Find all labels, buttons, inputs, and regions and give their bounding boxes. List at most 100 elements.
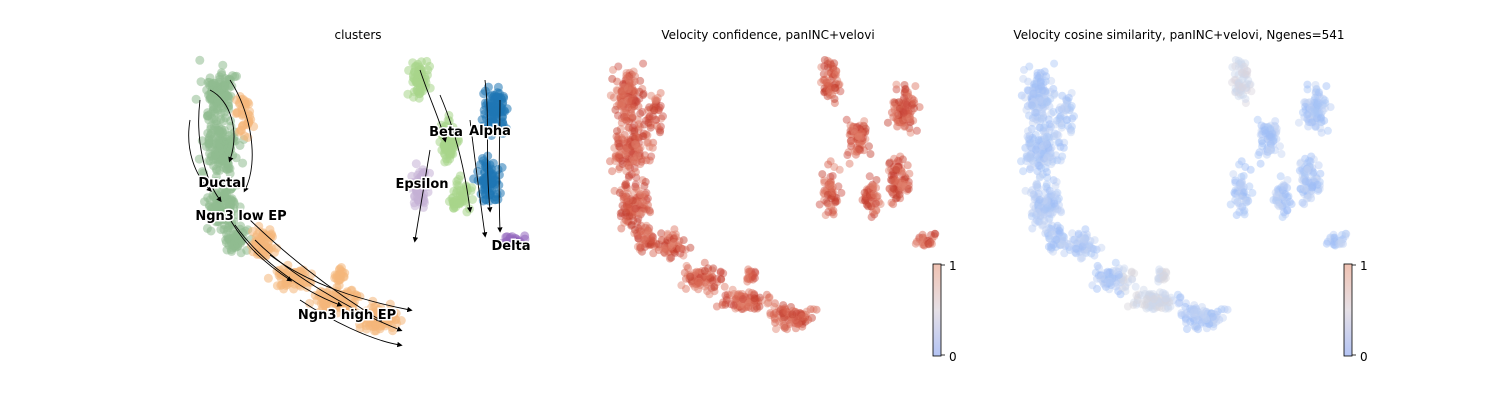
cell-point [700,266,709,275]
cell-point [1064,93,1073,102]
cell-point [1055,106,1063,115]
cell-point [903,186,912,195]
cell-point [694,274,703,282]
cell-point [1081,247,1090,256]
cell-point [644,106,652,115]
cell-point [885,185,894,194]
cell-point [1036,211,1045,220]
cell-point [1034,203,1043,212]
cell-point [265,225,275,235]
cell-point [786,318,795,327]
cell-point [781,322,790,331]
cell-point [1042,140,1051,148]
cell-point [215,201,225,211]
cell-point [699,273,708,281]
cell-point [1037,137,1046,146]
cell-point [652,96,661,105]
cell-point [615,154,624,163]
cell-point [623,161,632,170]
cell-point [734,289,743,298]
cell-point [206,226,216,236]
cell-point [1083,244,1092,253]
cell-point [638,132,647,141]
cell-point [867,192,876,201]
cell-point [1060,249,1069,258]
cell-point [635,191,644,200]
cell-point [1036,82,1045,90]
cell-point [859,121,868,130]
cell-point [1055,118,1064,127]
cell-point [1055,226,1064,235]
cell-point [744,299,753,308]
cell-point [623,100,632,109]
cell-point [1042,96,1051,105]
cell-point [927,231,935,239]
cell-point [728,285,737,294]
cell-point [1047,210,1056,219]
cell-point [1032,141,1041,150]
cell-point [751,295,760,304]
cell-point [1034,144,1042,153]
cell-point [1098,277,1107,286]
cell-point [823,78,832,87]
cell-point [1081,234,1089,243]
cell-point [690,282,699,291]
cell-point [631,180,640,189]
cell-point [1105,268,1114,277]
cell-point [1035,91,1044,100]
velocity-cosine-colorbar: 1 0 [1343,259,1368,364]
cell-point [819,188,828,197]
cell-point [897,103,906,112]
cell-point [1041,121,1050,130]
cell-point [708,273,717,282]
cell-point [672,244,681,253]
cell-point [641,223,650,232]
cell-point [903,185,912,193]
cell-point [692,267,701,276]
cell-point [639,197,647,206]
cell-point [622,92,631,101]
cell-point [227,239,237,249]
cell-point [688,279,697,287]
cell-point [622,138,631,147]
cell-point [1042,150,1050,159]
cell-point [849,122,857,131]
cell-point [795,309,804,317]
cell-point [1037,208,1046,217]
cell-point [1038,221,1047,230]
cell-point [700,272,709,281]
cell-point [861,193,870,202]
cell-point [1053,196,1062,205]
cell-point [624,82,633,91]
cell-point [650,106,659,115]
cell-point [623,85,632,93]
cell-point [670,247,679,256]
cell-point [1035,89,1043,98]
cell-point [654,240,663,249]
cell-point [744,268,753,277]
cell-point [722,293,731,302]
cell-point [796,316,805,325]
cell-point [645,103,654,112]
cell-point [903,161,912,170]
cell-point [778,315,787,324]
cell-point [623,136,632,145]
cell-point [889,98,898,107]
cell-point [1103,280,1112,289]
cell-point [890,177,899,186]
cell-point [831,86,840,95]
cell-point [824,187,832,196]
cell-point [633,151,642,160]
cell-point [1038,99,1046,108]
cell-point [820,196,829,205]
cell-point [641,235,650,244]
cell-point [1029,190,1038,199]
cell-point [855,135,864,144]
cell-point [1036,202,1045,210]
cell-point [801,310,810,319]
cell-point [794,312,803,321]
cell-point [622,116,631,125]
cell-point [825,181,834,190]
cell-point [1113,272,1122,281]
cell-point [1082,249,1090,257]
